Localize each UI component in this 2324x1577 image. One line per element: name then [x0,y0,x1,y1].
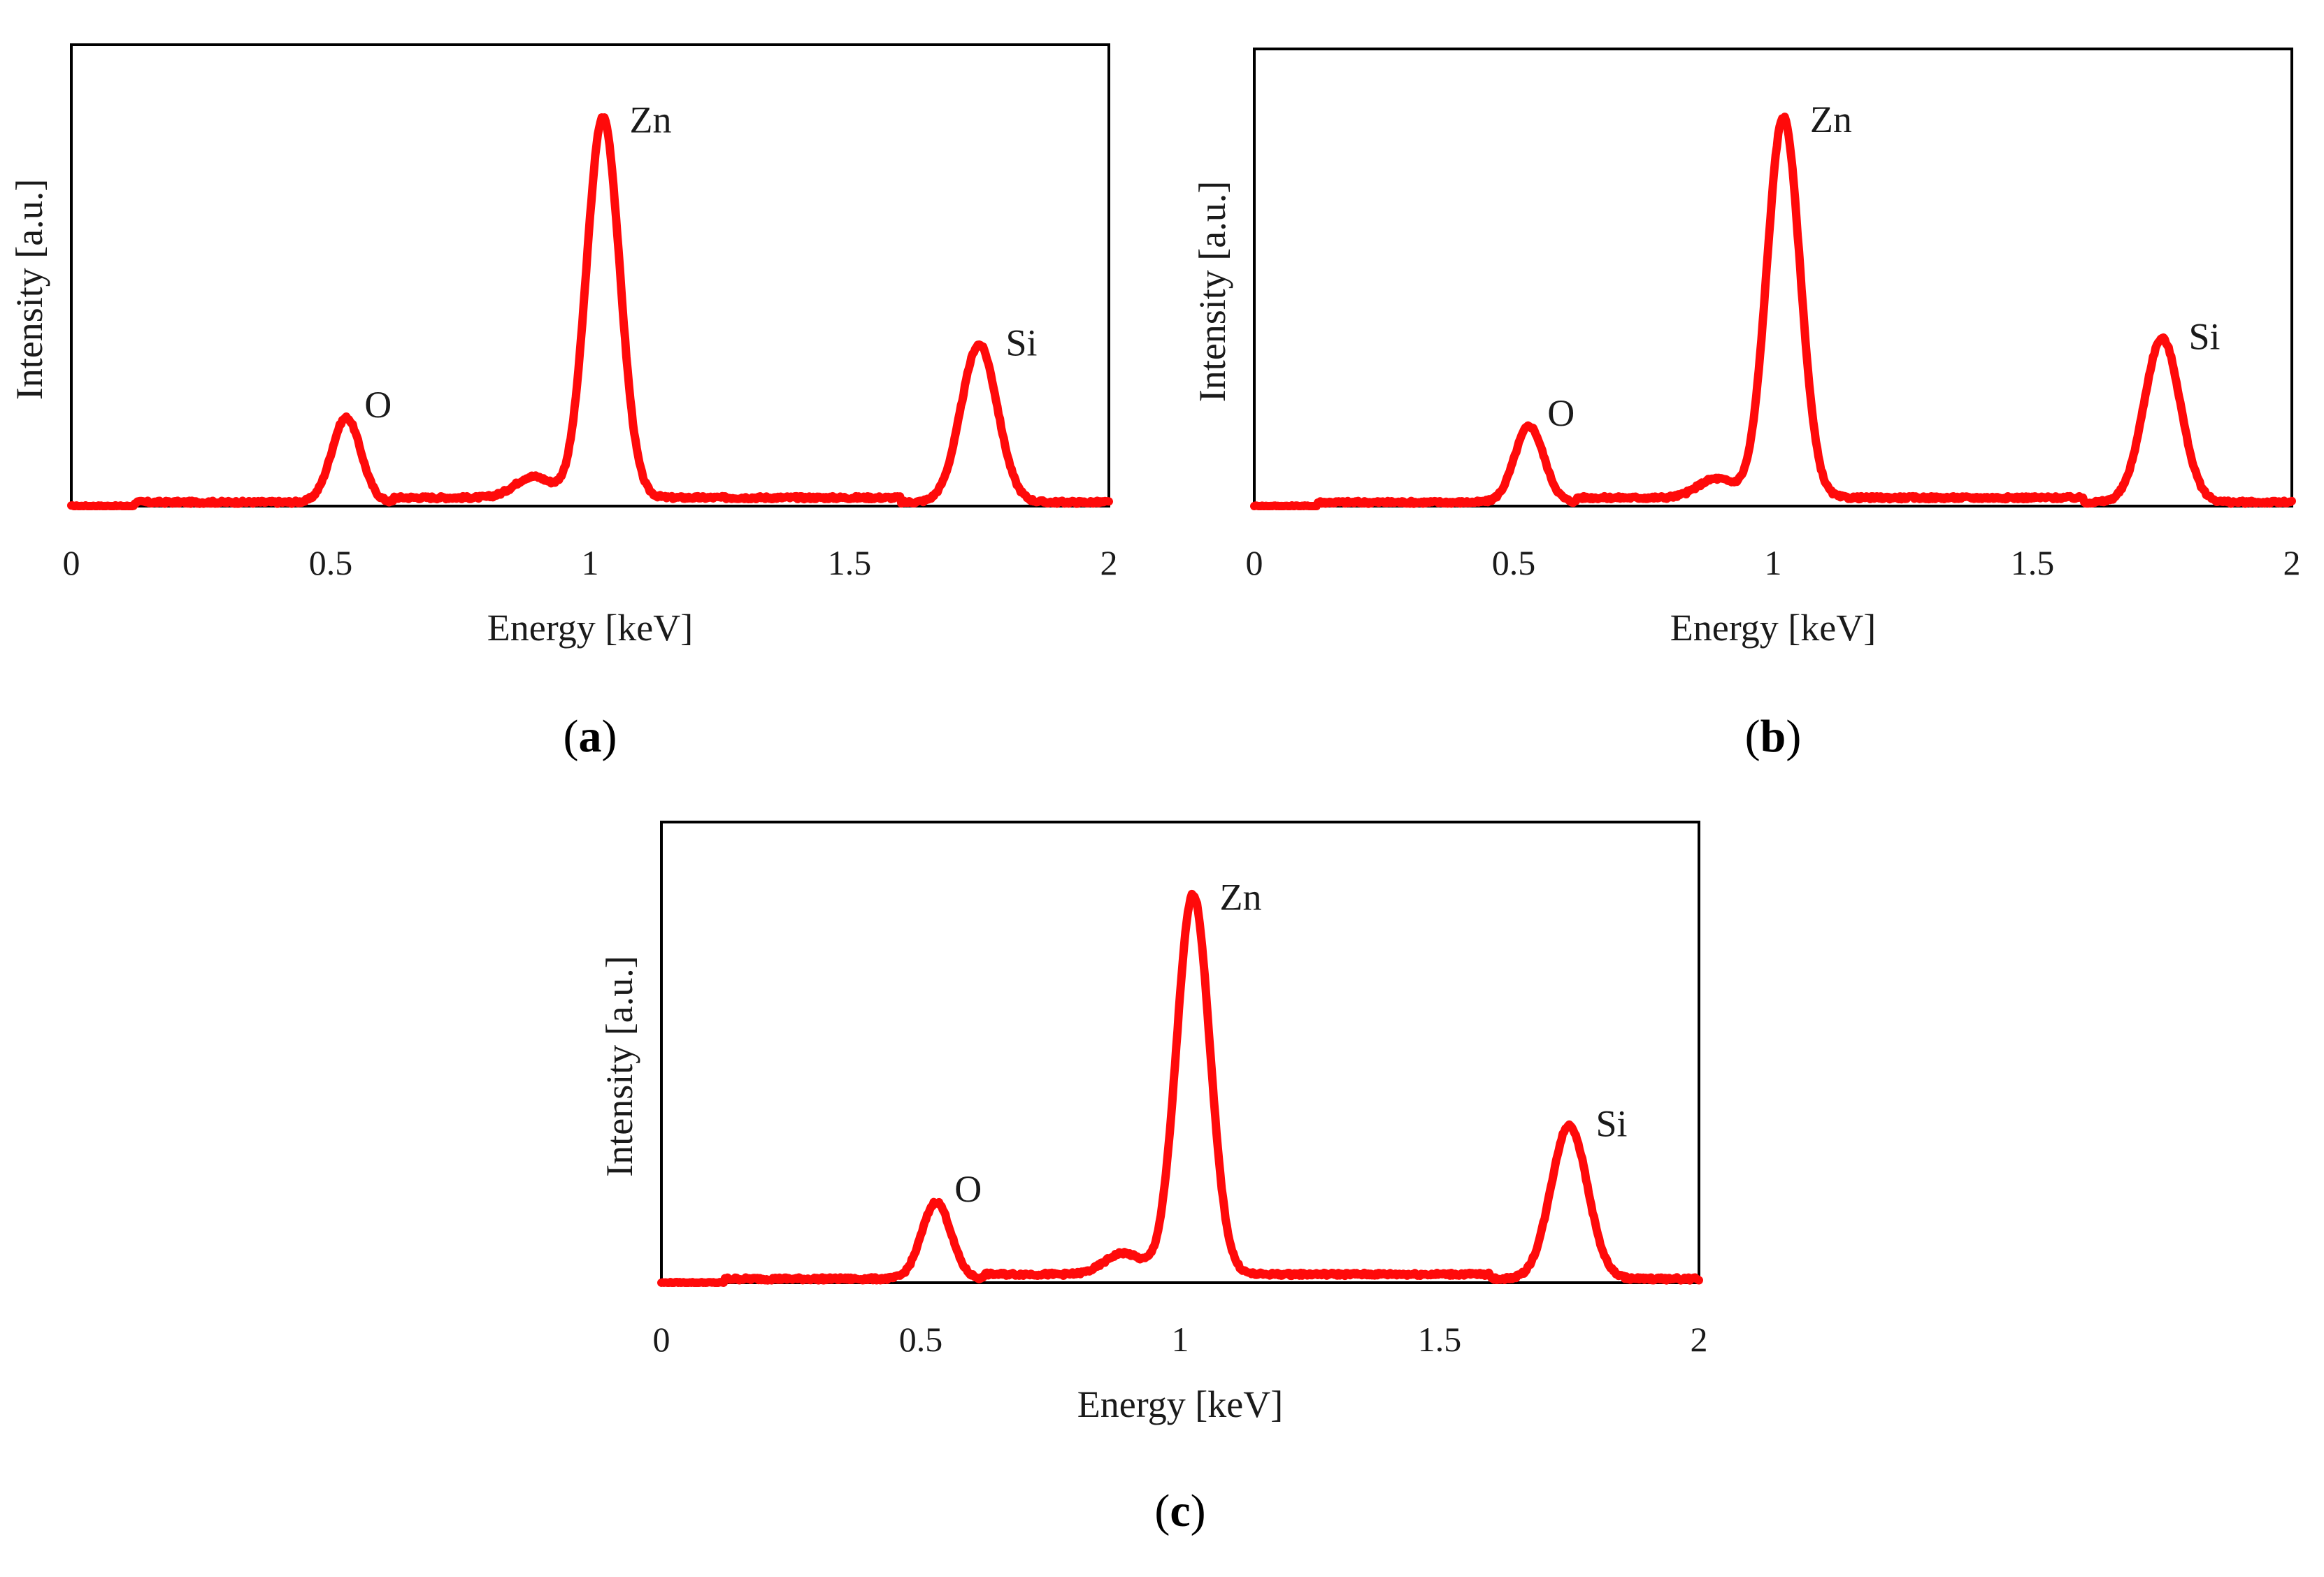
peak-label-zn: Zn [630,99,672,141]
x-tick-label: 1.5 [828,543,872,582]
panel-caption: (a) [564,711,617,762]
x-tick-label: 0.5 [899,1320,943,1359]
peak-label-o: O [954,1168,982,1210]
x-tick-label: 0 [63,543,80,582]
y-axis-title: Intensity [a.u.] [1191,181,1233,402]
chart-panel-a: 0 0.5 1 1.5 2 Energy [keV] Intensity [a.u.] O Zn… [8,43,1118,649]
x-tick-label: 0.5 [309,543,353,582]
y-axis-title: Intensity [a.u.] [598,956,640,1176]
chart-panel-c: 0 0.5 1 1.5 2 Energy [keV] Intensity [a.u.] O Zn… [598,821,1708,1425]
chart-panel-b: 0 0.5 1 1.5 2 Energy [keV] Intensity [a.u.] O Zn… [1191,48,2301,649]
x-tick-label: 2 [1100,543,1118,582]
x-tick-label: 1 [1765,543,1782,582]
x-tick-label: 2 [2283,543,2301,582]
x-tick-label: 1.5 [1418,1320,1462,1359]
peak-label-si: Si [1006,322,1038,364]
x-tick-label: 0 [1246,543,1263,582]
peak-label-si: Si [2189,316,2221,358]
spectrum-line [657,889,1703,1287]
panel-caption: (c) [1154,1485,1205,1536]
spectrum-line [67,113,1113,510]
x-axis-title: Energy [keV] [487,607,693,649]
panel-caption: (b) [1745,711,1802,762]
spectrum-line [1250,113,2296,510]
x-axis-title: Energy [keV] [1077,1383,1283,1425]
peak-label-zn: Zn [1220,876,1262,918]
x-axis-title: Energy [keV] [1670,607,1876,649]
x-tick-label: 2 [1691,1320,1708,1359]
peak-label-o: O [364,384,392,426]
x-tick-label: 0 [653,1320,670,1359]
y-axis-title: Intensity [a.u.] [8,179,50,400]
peak-label-zn: Zn [1810,99,1852,141]
x-tick-label: 1 [582,543,599,582]
plot-frame [660,821,1700,1284]
x-tick-label: 1 [1172,1320,1189,1359]
x-tick-label: 0.5 [1492,543,1536,582]
x-tick-label: 1.5 [2011,543,2055,582]
plot-frame [70,43,1110,507]
peak-label-o: O [1547,392,1575,434]
plot-frame [1253,48,2293,507]
peak-label-si: Si [1596,1102,1628,1144]
